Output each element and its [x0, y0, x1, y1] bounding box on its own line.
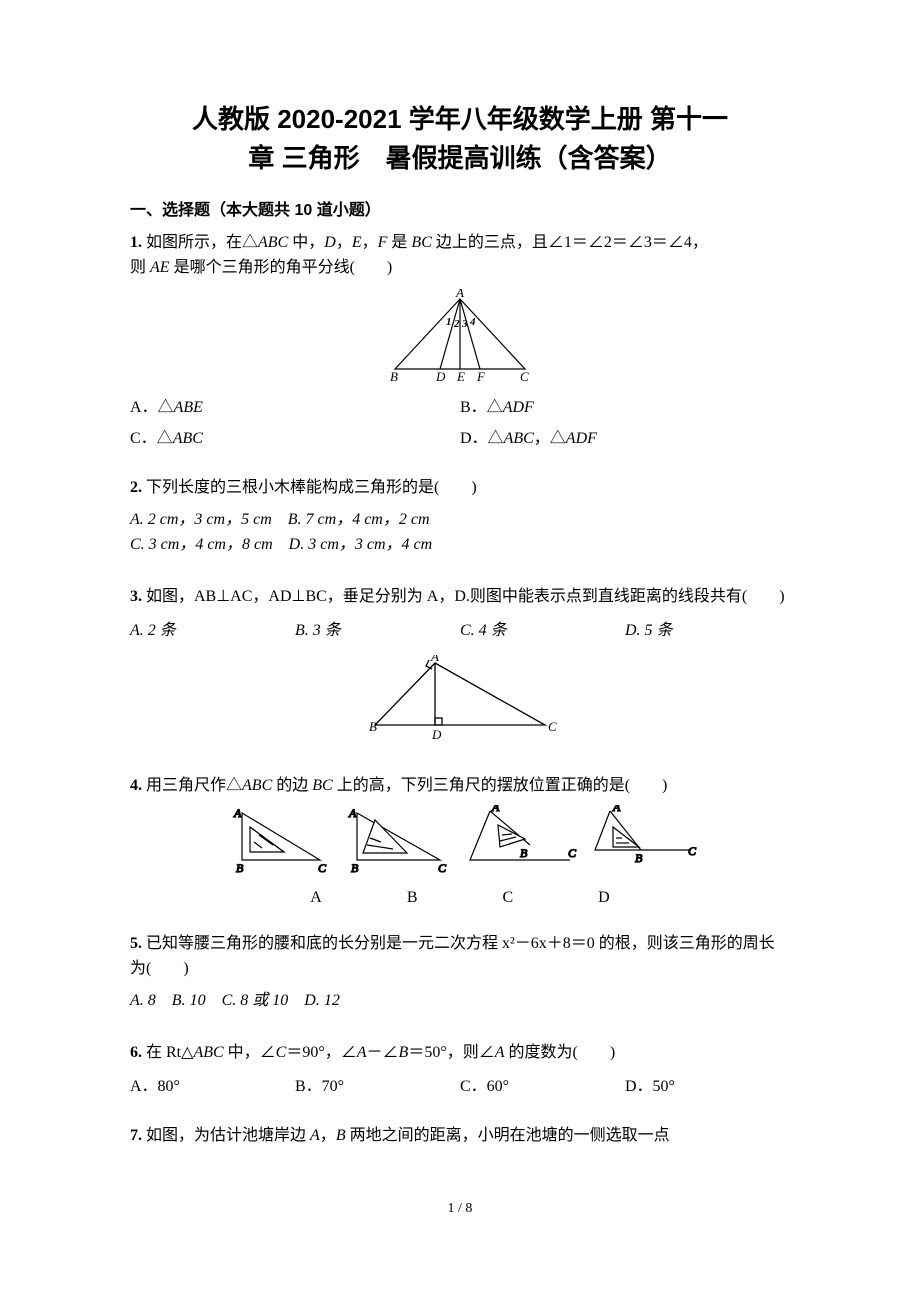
question-5: 5. 已知等腰三角形的腰和底的长分别是一元二次方程 x²－6x＋8＝0 的根，则… [130, 931, 790, 982]
q2-num: 2. [130, 479, 142, 496]
question-2: 2. 下列长度的三根小木棒能构成三角形的是( ) [130, 475, 790, 501]
svg-text:B: B [390, 369, 398, 384]
svg-text:A: A [233, 806, 242, 820]
q6-num: 6. [130, 1044, 142, 1061]
page-footer: 1 / 8 [130, 1198, 790, 1220]
q6-options: A．80° B．70° C．60° D．50° [130, 1071, 790, 1103]
svg-text:B: B [369, 719, 377, 734]
question-7: 7. 如图，为估计池塘岸边 A，B 两地之间的距离，小明在池塘的一侧选取一点 [130, 1123, 790, 1149]
q4-sublabels: A B C D [130, 885, 790, 911]
q3-options: A. 2 条 B. 3 条 C. 4 条 D. 5 条 [130, 615, 790, 647]
q7-num: 7. [130, 1127, 142, 1144]
q3-figure: A B D C [360, 655, 560, 745]
svg-text:C: C [318, 861, 327, 875]
svg-text:B: B [520, 846, 528, 860]
svg-text:A: A [612, 805, 621, 814]
q5-num: 5. [130, 935, 142, 952]
svg-text:C: C [438, 861, 447, 875]
svg-text:C: C [520, 369, 529, 384]
q1-num: 1. [130, 234, 142, 251]
question-1: 1. 如图所示，在△ABC 中，D，E，F 是 BC 边上的三点，且∠1＝∠2＝… [130, 230, 790, 281]
q5-options: A. 8 B. 10 C. 8 或 10 D. 12 [130, 988, 790, 1014]
svg-text:C: C [548, 719, 557, 734]
svg-text:4: 4 [469, 316, 476, 328]
svg-text:1: 1 [446, 316, 452, 328]
svg-text:A: A [455, 289, 464, 300]
q4-figure-row: A B C A B C A B C A B C [130, 805, 790, 884]
svg-text:2: 2 [453, 318, 460, 330]
question-3: 3. 如图，AB⊥AC，AD⊥BC，垂足分别为 A，D.则图中能表示点到直线距离… [130, 584, 790, 610]
svg-text:B: B [635, 851, 643, 865]
svg-text:C: C [568, 846, 577, 860]
question-4: 4. 用三角尺作△ABC 的边 BC 上的高，下列三角尺的摆放位置正确的是( ) [130, 773, 790, 799]
svg-text:A: A [348, 806, 357, 820]
svg-text:B: B [351, 861, 359, 875]
svg-text:A: A [491, 805, 500, 814]
svg-text:A: A [430, 655, 439, 664]
svg-text:C: C [688, 844, 697, 858]
svg-text:3: 3 [461, 318, 468, 330]
svg-text:E: E [456, 369, 465, 384]
title-line2: 章 三角形 暑假提高训练（含答案） [248, 143, 671, 173]
svg-text:B: B [236, 861, 244, 875]
section-1-heading: 一、选择题（本大题共 10 道小题） [130, 198, 790, 224]
svg-text:F: F [476, 369, 486, 384]
q1-figure: A B D E F C 1 2 3 4 [380, 289, 540, 384]
question-6: 6. 在 Rt△ABC 中，∠C＝90°，∠A－∠B＝50°，则∠A 的度数为(… [130, 1040, 790, 1066]
title-line1: 人教版 2020-2021 学年八年级数学上册 第十一 [192, 104, 728, 134]
q4-num: 4. [130, 777, 142, 794]
q1-options: A．△ABE B．△ADF C．△ABC D．△ABC，△ADF [130, 392, 790, 455]
q2-options: A. 2 cm，3 cm，5 cm B. 7 cm，4 cm，2 cm C. 3… [130, 507, 790, 558]
svg-text:D: D [435, 369, 446, 384]
svg-text:D: D [431, 727, 442, 742]
q3-num: 3. [130, 588, 142, 605]
